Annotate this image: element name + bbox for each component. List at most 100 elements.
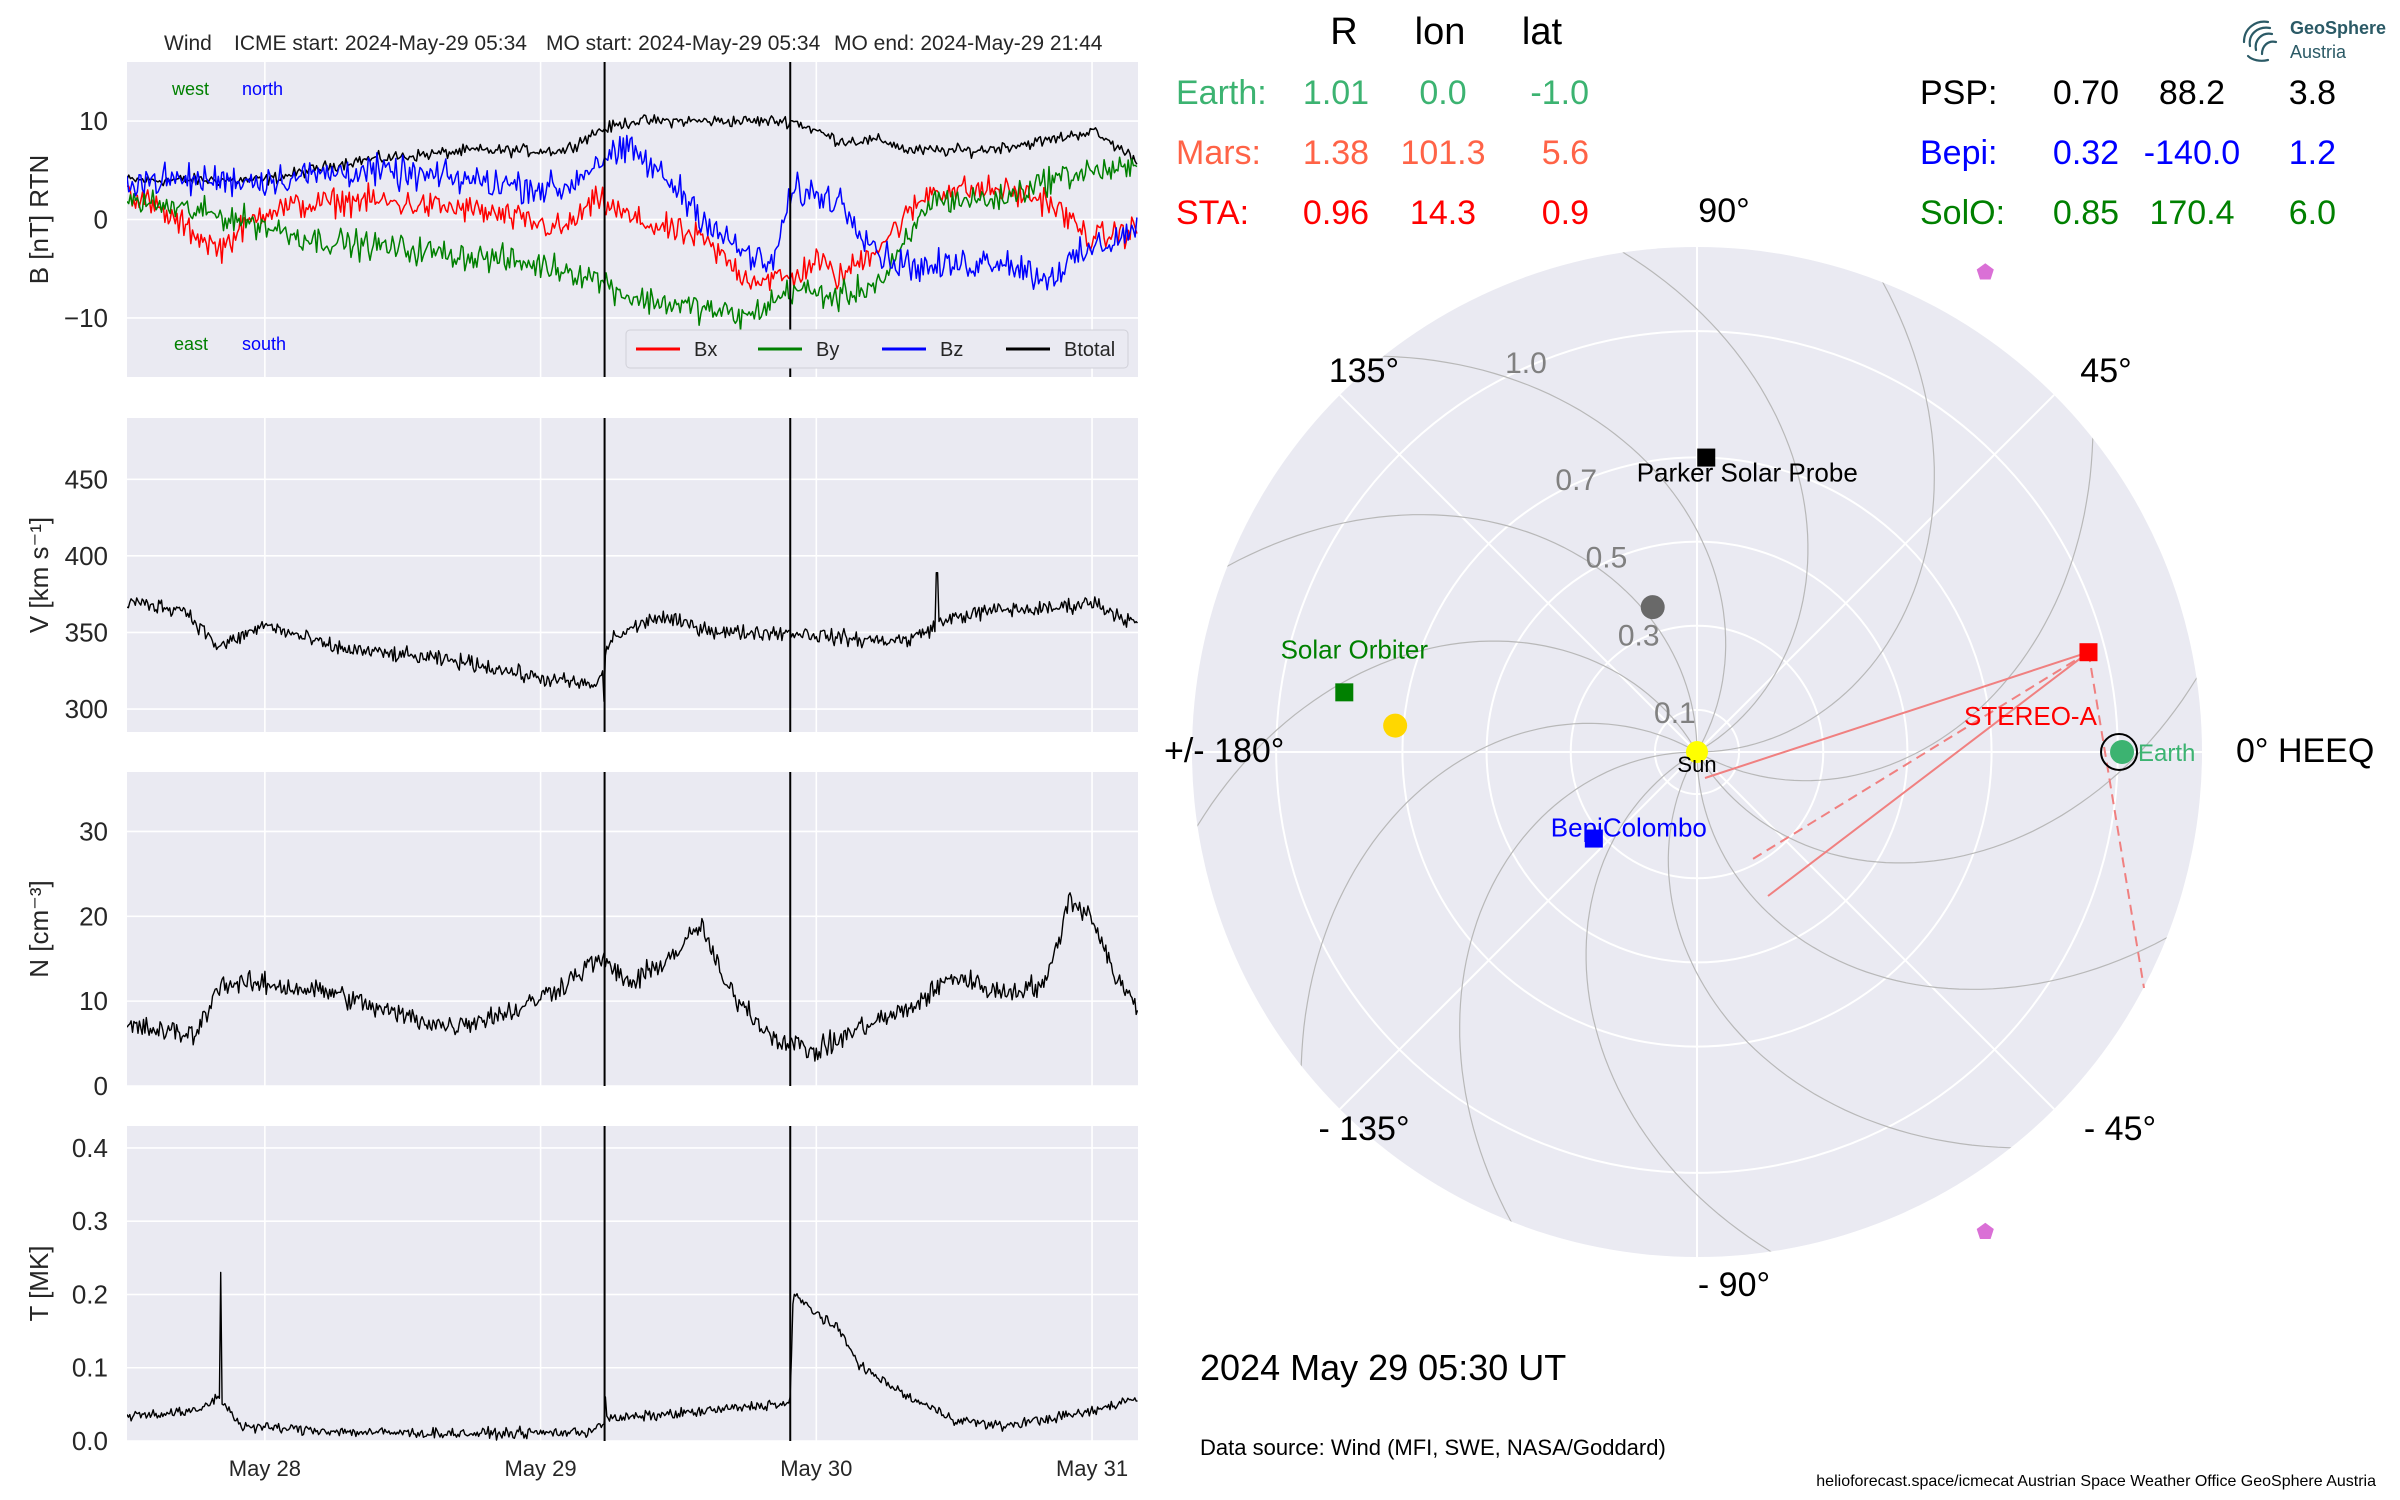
polar-spoke <box>1339 394 1698 753</box>
table-left-r: 1.38 <box>1303 134 1369 172</box>
table-right-lat: 1.2 <box>2289 134 2336 172</box>
sta-field-line <box>1704 651 2089 779</box>
parker-spiral <box>1696 343 2094 782</box>
planet-marker-pentagon <box>1976 1222 1994 1239</box>
table-right-r: 0.70 <box>2053 74 2119 112</box>
label-stereo-a: STEREO-A <box>1964 701 2098 731</box>
panel-n-ylabel: N [cm⁻³] <box>24 880 54 978</box>
xtick-label: May 31 <box>1056 1456 1128 1481</box>
geosphere-logo: GeoSphere Austria <box>2238 12 2388 68</box>
series-n <box>127 892 1138 1062</box>
parker-spiral <box>1667 751 2106 1149</box>
xtick-label: May 28 <box>229 1456 301 1481</box>
body-stereo-a <box>2079 643 2098 662</box>
label-bepicolombo: BepiColombo <box>1551 813 1707 843</box>
logo-text-line1: GeoSphere <box>2290 18 2387 38</box>
table-right-lon: 88.2 <box>2159 74 2225 112</box>
polar-radial-label: 0.7 <box>1555 464 1597 497</box>
table-left-lat: 5.6 <box>1542 134 1589 172</box>
header-mo-end: MO end: 2024-May-29 21:44 <box>834 32 1103 55</box>
parker-spiral <box>1696 592 2202 864</box>
label-solar-orbiter: Solar Orbiter <box>1281 634 1429 664</box>
table-right-r: 0.32 <box>2053 134 2119 172</box>
panel-v-data <box>127 572 1138 703</box>
body-sun <box>1686 741 1708 763</box>
angle-label-45: 45° <box>2080 352 2131 390</box>
series-bx <box>127 174 1138 292</box>
panel-n-background <box>127 772 1138 1086</box>
panel-n-ytick: 10 <box>79 986 108 1016</box>
table-right-r: 0.85 <box>2053 194 2119 232</box>
table-left-r: 1.01 <box>1303 74 1369 112</box>
polar-radial-label: 1.0 <box>1505 347 1547 380</box>
table-left-lat: 0.9 <box>1542 194 1589 232</box>
angle-label-180: +/- 180° <box>1164 732 1284 770</box>
body-bepicolombo <box>1584 829 1603 848</box>
polar-radial-label: 0.1 <box>1654 697 1696 730</box>
sta-field-line <box>1747 651 2090 863</box>
parker-spiral <box>1696 247 1935 753</box>
table-header-lat: lat <box>1522 11 1563 53</box>
panel-v-ytick: 400 <box>65 541 108 571</box>
data-source: Data source: Wind (MFI, SWE, NASA/Goddar… <box>1200 1435 1666 1460</box>
table-left-name: Earth: <box>1176 74 1267 112</box>
planet-marker-pentagon <box>1976 263 1994 280</box>
panel-t: 0.4 0.3 0.2 0.1 0.0 T [MK] <box>24 1126 1138 1456</box>
body-earth <box>2110 740 2135 764</box>
panel-n: 30 20 10 0 N [cm⁻³] <box>24 772 1138 1101</box>
polar-spoke <box>1339 751 1698 1110</box>
parker-spiral <box>1300 722 1698 1161</box>
panel-b-ylabel: B [nT] RTN <box>24 155 54 285</box>
xtick-label: May 29 <box>505 1456 577 1481</box>
polar-radial-label: 0.3 <box>1618 619 1660 652</box>
legend-label-bx: Bx <box>694 339 717 361</box>
panel-n-data <box>127 892 1138 1062</box>
panel-t-background <box>127 1126 1138 1441</box>
panel-t-ytick: 0.4 <box>72 1133 108 1163</box>
header-icme-start: ICME start: 2024-May-29 05:34 <box>234 32 527 55</box>
xtick-label: May 30 <box>780 1456 852 1481</box>
header-spacecraft: Wind <box>164 32 212 55</box>
panel-n-ytick: 30 <box>79 816 108 846</box>
parker-spiral <box>1288 355 1727 753</box>
series-t <box>127 1271 1138 1441</box>
parker-spirals <box>1192 247 2202 1257</box>
polar-radial-label: 0.5 <box>1586 542 1628 575</box>
panel-v-ylabel: V [km s⁻¹] <box>24 517 54 633</box>
earth-ring <box>2100 733 2139 771</box>
sta-field-line <box>2087 652 2145 989</box>
panel-b-ytick: 10 <box>79 106 108 136</box>
header-mo-start: MO start: 2024-May-29 05:34 <box>546 32 821 55</box>
table-right-name: SolO: <box>1920 194 2005 232</box>
angle-label-minus-45: - 45° <box>2084 1110 2156 1148</box>
legend-label-by: By <box>816 339 839 361</box>
panel-t-ytick: 0.0 <box>72 1426 108 1456</box>
panel-b-data <box>127 114 1138 332</box>
parker-spiral <box>1696 751 2202 990</box>
table-right-lat: 3.8 <box>2289 74 2336 112</box>
parker-spiral <box>1585 751 1857 1257</box>
panel-v-ytick: 300 <box>65 694 108 724</box>
panel-v-background <box>127 418 1138 732</box>
legend-label-bz: Bz <box>940 339 963 361</box>
label-east: east <box>174 334 208 354</box>
label-sun: Sun <box>1677 752 1716 777</box>
panel-b-ytick: −10 <box>64 303 108 333</box>
panel-v-ytick: 450 <box>65 464 108 494</box>
table-right-lon: -140.0 <box>2144 134 2240 172</box>
table-left-lon: 0.0 <box>1419 74 1466 112</box>
angle-label-minus-90: - 90° <box>1698 1266 1770 1304</box>
timestamp: 2024 May 29 05:30 UT <box>1200 1347 1566 1388</box>
footer-credits: helioforecast.space/icmecat Austrian Spa… <box>1816 1473 2376 1490</box>
parker-spiral <box>1459 751 1698 1257</box>
polar-spoke <box>1696 394 2055 753</box>
label-parker-solar-probe: Parker Solar Probe <box>1637 458 1858 488</box>
logo-text-line2: Austria <box>2290 42 2347 62</box>
parker-spiral <box>1537 247 1809 753</box>
body-solar-orbiter <box>1335 683 1354 702</box>
parker-spiral <box>1192 514 1698 753</box>
label-south: south <box>242 334 286 354</box>
angle-label-135: 135° <box>1329 352 1399 390</box>
parker-spiral <box>1192 640 1698 912</box>
